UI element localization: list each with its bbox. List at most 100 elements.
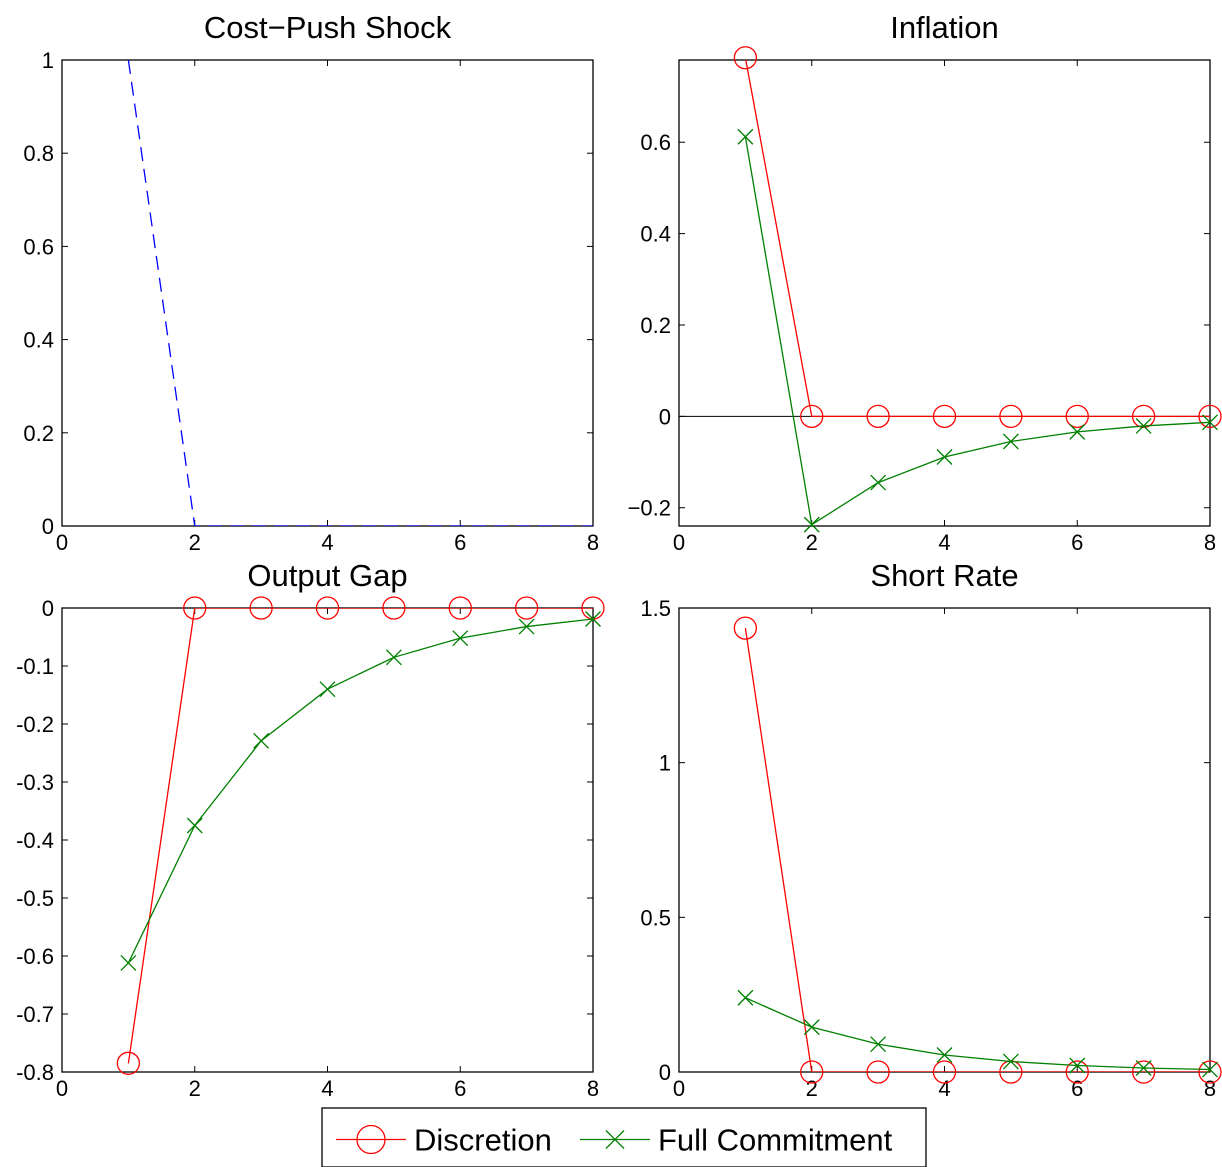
marker-discretion [800,1060,824,1084]
plot-area [61,607,594,1073]
marker-full-commitment [452,630,469,647]
legend-marker-x [605,1130,625,1149]
series-line-full-commitment [745,997,1210,1071]
y-tick-label: -0.3 [16,770,54,795]
panel-short-rate: 0 2 4 6 8 0 0.5 1 1.5 Short Rate [640,558,1222,1101]
marker-discretion [514,596,539,620]
y-tick-label: 1 [42,48,54,73]
y-tick-label: 0 [659,1060,671,1085]
y-tick-label: -0.2 [16,712,54,737]
marker-stroke [253,732,270,749]
marker-stroke [1202,414,1218,431]
marker-full-commitment [1002,1053,1019,1070]
marker-discretion [932,404,957,429]
y-tick-label: 0 [659,404,671,429]
plot-area [678,607,1211,1073]
x-tick-label: 2 [806,530,818,555]
x-tick-label: 4 [938,530,950,555]
series-line-full-commitment [744,136,1210,526]
marker-full-commitment [1202,1061,1218,1078]
marker-full-commitment [803,516,820,533]
marker-stroke [737,128,754,145]
y-tick-label: 0.4 [23,328,54,353]
marker-discretion [999,404,1023,429]
marker-full-commitment [518,618,535,635]
marker-discretion [382,596,406,620]
marker-stroke [803,516,820,533]
y-tick-label: 1.5 [640,596,671,621]
marker-full-commitment [1135,1060,1152,1076]
marker-full-commitment [1069,1057,1086,1074]
marker-full-commitment [803,1019,820,1036]
plot-area [678,59,1211,527]
marker-stroke [319,681,336,698]
series-full-commitment [127,618,593,964]
y-tick-label: -0.8 [16,1060,54,1085]
x-tick-label: 8 [1204,530,1216,555]
marker-discretion [1131,404,1156,429]
marker-full-commitment [870,474,887,491]
marker-discretion [1065,1060,1089,1084]
marker-stroke [737,989,754,1006]
y-tick-label: 1 [659,751,671,776]
x-tick-label: 4 [938,1076,950,1101]
x-tick-label: 8 [587,1076,599,1101]
x-tick-label: 8 [587,530,599,555]
chart-title: Cost−Push Shock [204,10,452,45]
marker-stroke [936,449,953,465]
chart-title: Inflation [890,10,999,45]
marker-stroke [1069,423,1086,440]
marker-stroke [870,474,887,491]
marker-full-commitment [385,649,402,666]
marker-full-commitment [737,989,754,1006]
x-tick-label: 6 [1071,530,1083,555]
y-tick-label: -0.7 [16,1002,54,1027]
x-tick-label: 6 [454,530,466,555]
marker-stroke [518,618,535,635]
y-tick-label: 0.4 [640,222,671,247]
marker-stroke [585,611,601,627]
marker-discretion [733,46,758,70]
series-full-commitment [745,997,1210,1071]
marker-discretion [800,404,824,429]
y-tick-label: 0 [42,514,54,539]
y-tick-label: 0.2 [23,421,54,446]
chart-title: Short Rate [870,558,1018,593]
x-tick-label: 0 [56,530,68,555]
marker-discretion [1198,1060,1222,1084]
marker-full-commitment [1069,423,1086,440]
x-tick-label: 6 [1071,1076,1083,1101]
marker-stroke [803,1019,820,1036]
legend-marker-circle [356,1124,386,1155]
legend-label: Full Commitment [658,1123,893,1158]
marker-full-commitment [120,955,137,971]
legend-item-discretion: Discretion [336,1123,552,1158]
chart-title: Output Gap [247,558,407,593]
marker-full-commitment [936,1047,953,1063]
marker-discretion [448,596,472,620]
series-full-commitment [744,136,1210,526]
marker-full-commitment [1002,433,1019,450]
y-tick-label: -0.6 [16,944,54,969]
y-tick-label: -0.4 [16,828,54,853]
marker-full-commitment [737,128,754,145]
x-tick-label: 6 [454,1076,466,1101]
x-tick-label: 0 [56,1076,68,1101]
panel-cost-push-shock: 0 2 4 6 8 0 0.2 0.4 0.6 0.8 1 Cost−Push Shock [23,10,599,555]
x-tick-label: 4 [321,530,333,555]
marker-discretion [116,1051,141,1075]
marker-stroke [936,1047,953,1063]
marker-full-commitment [253,732,270,749]
marker-discretion [183,596,207,620]
marker-full-commitment [1135,417,1152,434]
x-tick-label: 2 [189,530,201,555]
legend-label: Discretion [414,1123,552,1158]
marker-stroke [1002,433,1019,450]
legend-item-full-commitment: Full Commitment [580,1123,893,1158]
x-tick-label: 2 [189,1076,201,1101]
marker-stroke [870,1036,887,1053]
marker-stroke [385,649,402,666]
x-tick-label: 4 [321,1076,333,1101]
marker-stroke [1135,1060,1152,1076]
